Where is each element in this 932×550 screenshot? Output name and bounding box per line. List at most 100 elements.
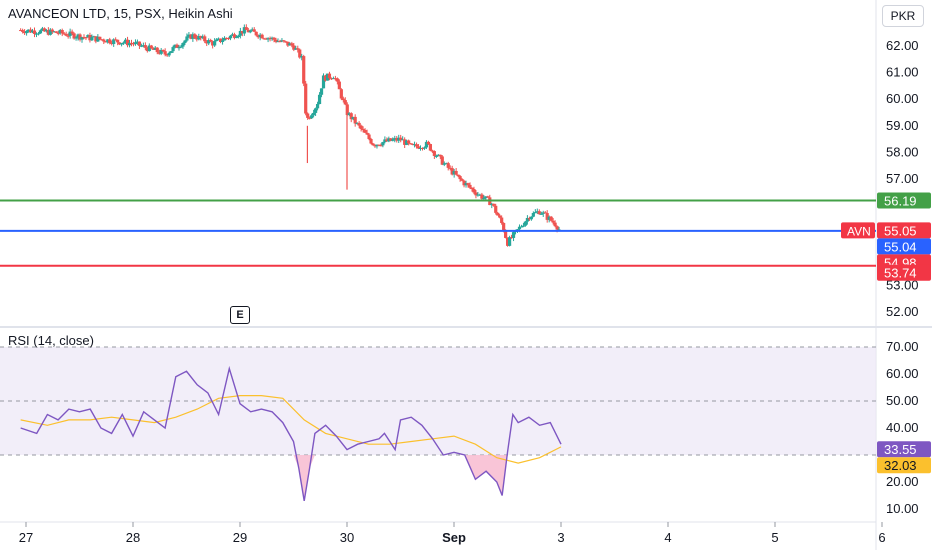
candle-body [127, 42, 132, 46]
candle-body [551, 220, 555, 223]
candle-body [409, 143, 413, 145]
candle-body [284, 41, 288, 43]
candle-body [169, 51, 173, 53]
candle-body [270, 37, 274, 39]
candle-body [104, 41, 108, 43]
rsi-axis-tick: 40.00 [886, 420, 919, 435]
time-axis-tick: 5 [771, 530, 778, 545]
candle-body [70, 31, 74, 34]
candle-body [444, 163, 448, 165]
candle-body [389, 138, 393, 141]
candle-body [432, 151, 436, 156]
candle-body [24, 31, 29, 34]
candle-body [264, 38, 268, 40]
candle-body [121, 42, 126, 44]
candle-body [201, 36, 205, 39]
candle-body [145, 47, 149, 52]
candle-body [193, 34, 197, 38]
candle-body [416, 146, 421, 149]
candle-body [30, 30, 35, 33]
candle-body [478, 194, 482, 196]
candle-body [171, 47, 175, 52]
candle-body [460, 179, 464, 181]
candle-body [525, 218, 530, 222]
currency-button[interactable]: PKR [882, 5, 924, 27]
blue-line-label [877, 238, 931, 255]
candle-body [331, 78, 336, 80]
rsi-ma-line[interactable] [20, 395, 562, 464]
candle-body [125, 39, 130, 46]
event-marker[interactable]: E [230, 306, 250, 324]
time-axis-tick: 28 [126, 530, 140, 545]
candle-body [44, 30, 48, 32]
candle-body [319, 88, 324, 95]
candle-body [496, 212, 500, 216]
candle-body [377, 144, 381, 146]
candle-body [369, 139, 373, 144]
candle-body [379, 145, 383, 147]
time-axis-tick: 27 [19, 530, 33, 545]
candle-body [531, 212, 535, 217]
candle-body [426, 141, 431, 145]
candle-body [66, 35, 70, 37]
candle-body [222, 37, 227, 41]
candle-body [533, 212, 537, 214]
candle-body [165, 54, 169, 56]
candle-body [549, 216, 553, 221]
candle-body [248, 30, 252, 33]
candle-body [68, 31, 72, 36]
candle-body [541, 212, 545, 214]
candle-body [553, 222, 557, 227]
candle-body [54, 31, 58, 33]
candle-body [446, 163, 450, 168]
green-line-label-text: 56.19 [884, 194, 917, 209]
candle-body [28, 29, 33, 33]
candle-body [393, 138, 397, 140]
rsi-line[interactable] [20, 365, 562, 502]
candle-body [106, 39, 110, 43]
candle-body [462, 180, 466, 186]
rsi-axis-tick: 10.00 [886, 501, 919, 516]
time-axis-tick: Sep [442, 530, 466, 545]
candle-body [177, 47, 181, 49]
rsi-value-label [877, 441, 931, 458]
candle-body [452, 170, 456, 175]
candle-body [38, 30, 43, 34]
candle-body [96, 36, 100, 42]
candle-body [74, 37, 78, 39]
candle-body [288, 43, 292, 46]
red-line-label-text: 53.74 [884, 266, 917, 281]
time-axis-tick: 3 [557, 530, 564, 545]
candle-body [365, 132, 369, 135]
blue-line-label-text: 55.04 [884, 239, 917, 254]
candle-body [58, 30, 62, 34]
candle-body [333, 78, 337, 80]
candle-body [494, 205, 498, 213]
candle-body [470, 187, 474, 190]
candle-body [410, 143, 415, 145]
candle-body [458, 176, 462, 180]
candle-body [218, 38, 223, 43]
candle-body [547, 216, 551, 220]
candle-body [543, 212, 547, 214]
candle-body [50, 29, 54, 32]
rsi-axis-tick: 70.00 [886, 339, 919, 354]
candle-body [412, 144, 417, 146]
candle-body [498, 215, 502, 218]
candles[interactable] [19, 24, 561, 247]
candle-body [349, 113, 353, 120]
candle-body [137, 41, 142, 46]
candle-body [403, 139, 407, 145]
candle-body [228, 35, 233, 39]
candle-body [226, 38, 231, 40]
candle-body [244, 27, 248, 30]
candle-body [308, 117, 312, 119]
candle-body [274, 39, 278, 42]
candle-body [78, 34, 82, 40]
candle-body [300, 56, 304, 58]
candle-body [76, 34, 80, 38]
candle-body [175, 44, 179, 48]
candle-body [407, 140, 411, 144]
candle-body [490, 203, 494, 206]
